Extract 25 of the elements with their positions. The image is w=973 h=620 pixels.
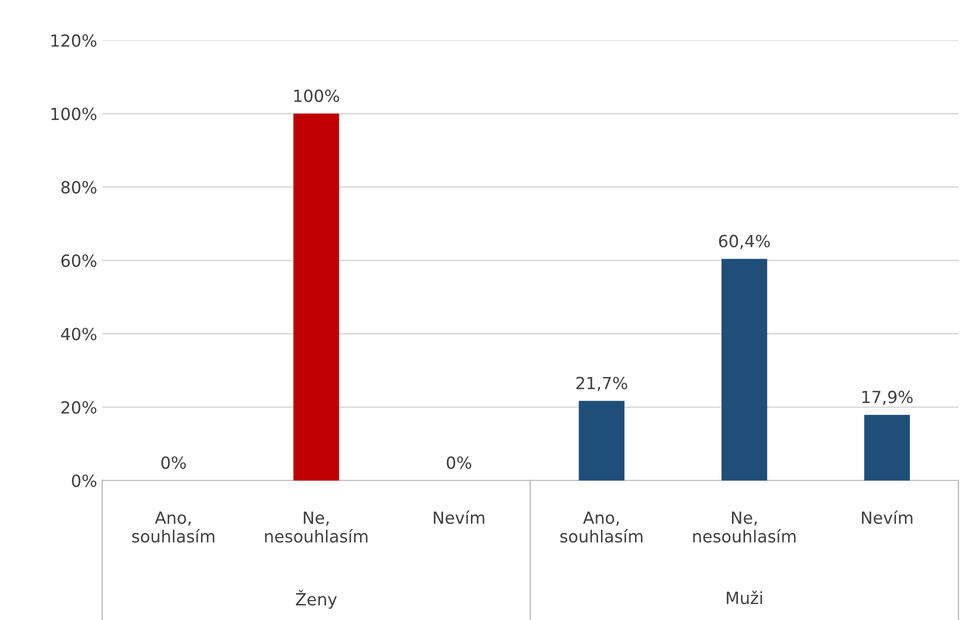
x-tick-label: Ano, souhlasím [560, 512, 642, 543]
data-label: 0% [446, 456, 472, 469]
y-tick-label: 120% [51, 34, 96, 47]
y-tick-label: 100% [51, 108, 96, 120]
x-tick-label: Nevím [862, 510, 912, 524]
data-label: 60,4% [719, 234, 770, 250]
data-label: 21,7% [576, 376, 628, 392]
data-label: 17,9% [862, 390, 913, 405]
data-label: 0% [161, 456, 186, 469]
y-tick-label: 0% [72, 474, 96, 488]
bar [722, 258, 768, 480]
bar [864, 414, 910, 480]
text: Muži [726, 590, 762, 604]
x-tick-label: Nevím [434, 510, 484, 524]
data-label: 100% [294, 89, 340, 102]
y-tick-label: 80% [61, 180, 96, 194]
y-tick-label: 40% [61, 328, 96, 340]
text: Ženy [296, 590, 337, 609]
bar [293, 114, 340, 480]
x-tick-label: Ano, souhlasím [132, 512, 214, 543]
x-tick-label: Ne, nesouhlasím [265, 512, 368, 543]
bar [578, 400, 624, 480]
y-tick-label: 60% [61, 254, 96, 267]
y-tick-label: 20% [61, 401, 96, 414]
x-tick-label: Ne, nesouhlasím [693, 512, 796, 543]
